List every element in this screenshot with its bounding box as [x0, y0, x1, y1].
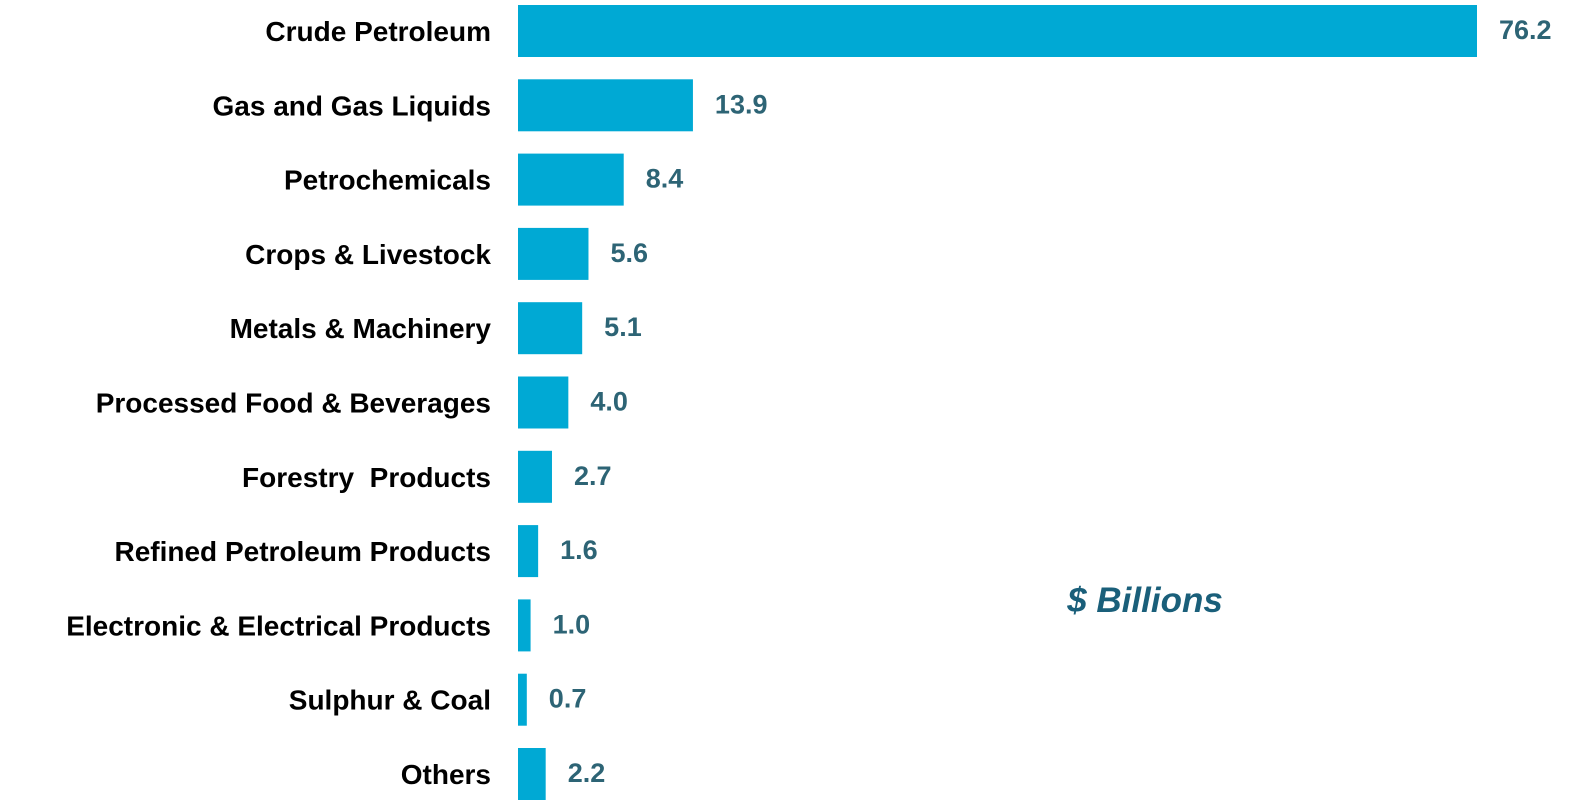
- value-label-others: 2.2: [568, 758, 606, 788]
- category-label-petrochemicals: Petrochemicals: [284, 165, 491, 196]
- bar-crude-petroleum: [518, 5, 1477, 57]
- bar-group: [518, 5, 1477, 800]
- value-label-processed-food-and-beverages: 4.0: [590, 387, 628, 417]
- value-label-forestry-products: 2.7: [574, 461, 612, 491]
- value-label-crude-petroleum: 76.2: [1499, 15, 1552, 45]
- bar-electronic-and-electrical-products: [518, 599, 531, 652]
- bar-others: [518, 748, 546, 800]
- value-label-refined-petroleum-products: 1.6: [560, 535, 598, 565]
- value-label-gas-and-gas-liquids: 13.9: [715, 89, 768, 119]
- category-label-gas-and-gas-liquids: Gas and Gas Liquids: [212, 90, 491, 121]
- category-labels: Crude Petroleum Gas and Gas Liquids Petroc…: [66, 16, 491, 790]
- bar-processed-food-and-beverages: [518, 376, 569, 429]
- category-label-forestry-products: Forestry Products: [242, 462, 491, 493]
- value-label-electronic-and-electrical-products: 1.0: [553, 609, 591, 639]
- bar-metals-and-machinery: [518, 302, 583, 355]
- value-label-petrochemicals: 8.4: [646, 164, 684, 194]
- value-label-metals-and-machinery: 5.1: [604, 312, 642, 342]
- category-label-others: Others: [401, 759, 491, 790]
- category-label-crude-petroleum: Crude Petroleum: [265, 16, 491, 47]
- category-label-metals-and-machinery: Metals & Machinery: [230, 313, 492, 344]
- bar-sulphur-and-coal: [518, 673, 527, 726]
- category-label-electronic-and-electrical-products: Electronic & Electrical Products: [66, 610, 491, 641]
- category-label-crops-and-livestock: Crops & Livestock: [245, 239, 491, 270]
- value-label-sulphur-and-coal: 0.7: [549, 684, 587, 714]
- unit-note: $ Billions: [1066, 581, 1223, 620]
- bar-forestry-products: [518, 450, 552, 503]
- value-labels: 76.2 13.9 8.4 5.6 5.1 4.0 2.7 1.6 1.0 0.7 2.2: [549, 15, 1552, 788]
- category-label-refined-petroleum-products: Refined Petroleum Products: [114, 536, 491, 567]
- bar-gas-and-gas-liquids: [518, 79, 693, 132]
- bar-refined-petroleum-products: [518, 525, 539, 578]
- category-label-processed-food-and-beverages: Processed Food & Beverages: [96, 388, 491, 419]
- bar-crops-and-livestock: [518, 227, 589, 280]
- value-label-crops-and-livestock: 5.6: [610, 238, 648, 268]
- category-label-sulphur-and-coal: Sulphur & Coal: [289, 685, 491, 716]
- bar-petrochemicals: [518, 153, 624, 206]
